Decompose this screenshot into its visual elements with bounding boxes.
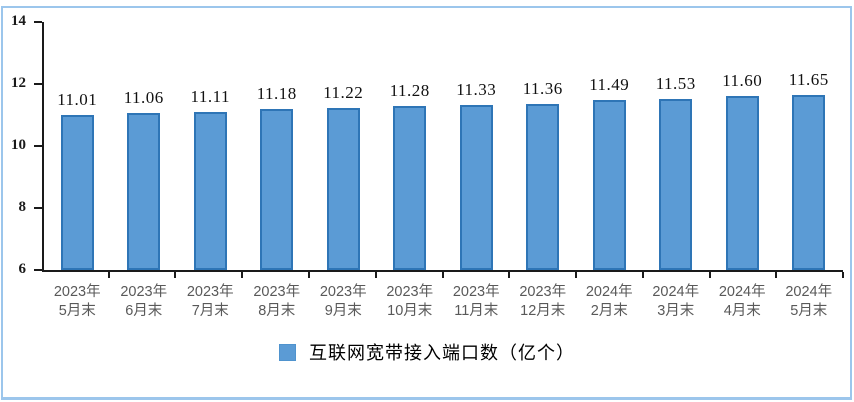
x-tick-mark	[174, 272, 177, 278]
bar-column: 11.22	[310, 83, 377, 270]
bar-column: 11.06	[111, 88, 178, 270]
bar-value-label: 11.33	[456, 79, 497, 99]
bar-value-label: 11.36	[522, 78, 563, 98]
x-tick-label: 2023年 10月末	[386, 284, 434, 319]
bar-column: 11.53	[643, 74, 710, 270]
bars-row: 11.01 11.06 11.11 11.18 11.22 11.28 11.33 11.36…	[44, 22, 842, 270]
x-tick-label: 2024年 3月末	[652, 284, 700, 319]
y-tick-label: 14	[11, 13, 26, 30]
bar-value-label: 11.01	[57, 89, 98, 109]
x-tick-mark	[574, 272, 577, 278]
x-tick-mark	[107, 272, 110, 278]
x-tick-label: 2024年 2月末	[585, 284, 633, 319]
y-axis-line	[42, 22, 44, 272]
bar	[127, 113, 161, 270]
bar-column: 11.60	[709, 71, 776, 270]
bar-column: 11.49	[576, 75, 643, 270]
legend-swatch	[279, 343, 296, 361]
x-tick-mark	[508, 272, 511, 278]
y-tick-label: 8	[18, 199, 27, 216]
y-tick-label: 6	[18, 261, 27, 278]
y-tick-label: 12	[11, 75, 26, 92]
y-tick-mark	[34, 21, 42, 23]
x-tick-label: 2023年 9月末	[319, 284, 367, 319]
bar-value-label: 11.53	[655, 73, 696, 93]
bar-column: 11.28	[377, 81, 444, 270]
bar-value-label: 11.65	[788, 69, 829, 89]
bar	[60, 114, 94, 270]
bar	[260, 109, 294, 270]
bar-column: 11.33	[443, 80, 510, 270]
bar-column: 11.11	[177, 87, 244, 270]
bar	[393, 106, 427, 270]
legend: 互联网宽带接入端口数（亿个）	[0, 339, 854, 365]
bar	[592, 99, 626, 270]
bar	[326, 108, 360, 270]
x-axis-line	[42, 270, 843, 272]
bar	[193, 111, 227, 270]
x-tick-label: 2023年 7月末	[186, 284, 234, 319]
x-tick-label: 2023年 8月末	[253, 284, 301, 319]
x-tick-mark	[307, 272, 310, 278]
bar-value-label: 11.60	[722, 71, 763, 91]
x-tick-mark	[374, 272, 377, 278]
x-tick-label: 2023年 5月末	[53, 284, 101, 319]
x-axis-labels: 2023年 5月末 2023年 6月末 2023年 7月末 2023年 8月末 2023…	[44, 283, 842, 321]
bar-column: 11.01	[44, 90, 111, 270]
bar-value-label: 11.22	[323, 83, 364, 103]
bar-value-label: 11.49	[589, 74, 630, 94]
y-tick-mark	[34, 207, 42, 209]
x-tick-label: 2024年 4月末	[718, 284, 766, 319]
bar	[459, 104, 493, 270]
x-tick-mark	[708, 272, 711, 278]
bar-column: 11.18	[244, 84, 311, 270]
x-tick-label: 2023年 12月末	[519, 284, 567, 319]
x-tick-mark	[775, 272, 778, 278]
y-tick-label: 10	[11, 137, 26, 154]
bar	[659, 98, 693, 270]
bar-column: 11.65	[776, 70, 843, 270]
y-tick-mark	[34, 145, 42, 147]
bar-value-label: 11.18	[256, 84, 297, 104]
legend-label: 互联网宽带接入端口数（亿个）	[309, 343, 575, 363]
bar	[725, 96, 759, 270]
x-tick-label: 2023年 11月末	[452, 284, 500, 319]
bar	[526, 103, 560, 270]
y-tick-mark	[34, 269, 42, 271]
y-tick-mark	[34, 83, 42, 85]
bar-column: 11.36	[510, 79, 577, 270]
x-tick-mark	[641, 272, 644, 278]
x-tick-mark	[842, 272, 844, 278]
bar-value-label: 11.06	[123, 88, 164, 108]
x-tick-mark	[241, 272, 244, 278]
bar	[792, 94, 826, 270]
x-tick-mark	[441, 272, 444, 278]
bar-value-label: 11.11	[190, 86, 230, 106]
x-tick-label: 2023年 6月末	[120, 284, 168, 319]
x-axis-tickmarks	[42, 272, 844, 278]
y-axis-ticks: 6 8 10 12 14	[0, 13, 42, 277]
x-tick-label: 2024年 5月末	[785, 284, 833, 319]
bar-value-label: 11.28	[389, 81, 430, 101]
